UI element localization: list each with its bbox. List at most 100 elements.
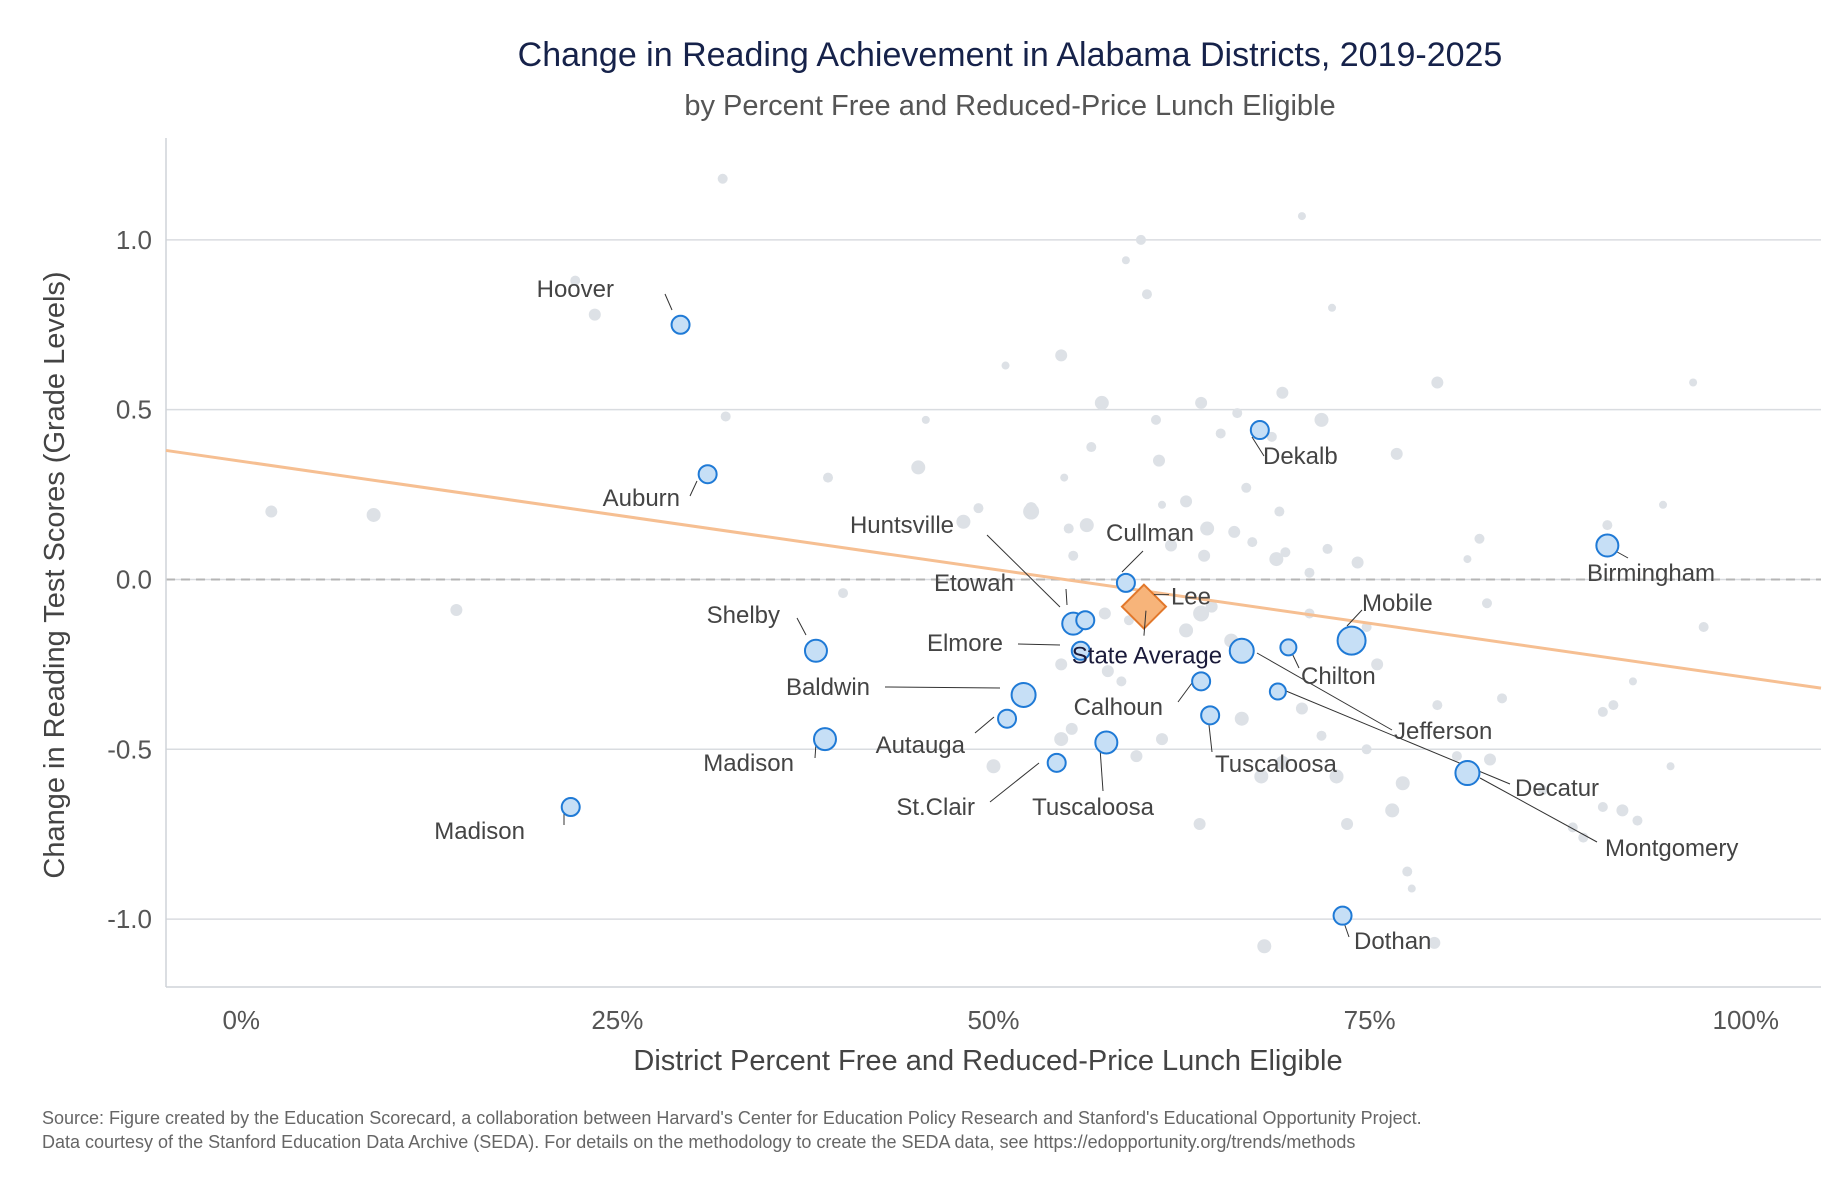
highlighted-point [1454, 760, 1481, 787]
highlighted-point [803, 638, 828, 663]
background-point [1432, 700, 1443, 711]
leader-line [664, 293, 673, 311]
background-point [1304, 567, 1315, 578]
leader-line [1121, 550, 1144, 573]
background-point [1578, 832, 1589, 843]
district-label: Mobile [1362, 590, 1433, 617]
background-point [366, 507, 381, 522]
x-tick-labels: 0% 25% 50% 75% 100% [222, 1005, 1779, 1035]
background-point [1180, 495, 1193, 508]
background-point [1385, 803, 1400, 818]
leader-line [1251, 436, 1265, 457]
background-point [720, 411, 731, 422]
highlighted-point [1228, 637, 1255, 664]
background-point [1616, 804, 1629, 817]
y-tick-label: 0.5 [116, 395, 152, 425]
highlighted-point [1249, 420, 1270, 441]
background-point [1065, 722, 1078, 735]
background-point [1150, 414, 1161, 425]
background-point [1632, 815, 1643, 826]
background-point [1130, 750, 1143, 763]
background-point [1269, 552, 1284, 567]
district-label: Tuscaloosa [1032, 794, 1154, 821]
district-label: Birmingham [1587, 560, 1715, 587]
leader-line [884, 686, 1001, 689]
background-point [1179, 623, 1194, 638]
chart-title: Change in Reading Achievement in Alabama… [518, 36, 1503, 74]
y-tick-labels: 1.0 0.5 0.0 -0.5 -1.0 [107, 225, 152, 934]
leader-line [1065, 588, 1068, 606]
background-point [1094, 395, 1109, 410]
background-point [1200, 521, 1215, 536]
background-point [1153, 454, 1165, 467]
state-average: State Average Lee [1072, 583, 1222, 670]
background-point [1431, 376, 1444, 389]
background-point [1328, 303, 1337, 312]
district-label: Etowah [934, 570, 1014, 597]
background-point [1297, 212, 1306, 221]
background-point [1116, 676, 1127, 687]
highlighted-point [1332, 905, 1353, 926]
highlighted-point [1336, 625, 1367, 656]
background-point [1497, 693, 1508, 704]
background-point [1254, 769, 1269, 784]
leader-line [974, 716, 995, 734]
background-point [1537, 785, 1548, 796]
leader-line [1256, 652, 1393, 731]
highlighted-point [1268, 682, 1287, 701]
background-point [1351, 556, 1364, 569]
background-point [1666, 762, 1675, 771]
grid-lines [166, 239, 1821, 920]
background-point [1086, 442, 1097, 453]
background-point [1276, 386, 1289, 399]
highlighted-point [1010, 681, 1037, 708]
background-point [1266, 431, 1277, 442]
x-tick-label: 100% [1713, 1005, 1780, 1035]
y-tick-label: -1.0 [107, 904, 152, 934]
background-point [1474, 533, 1485, 544]
background-point [1156, 733, 1169, 746]
district-label: Madison [703, 750, 794, 777]
background-point [1484, 753, 1496, 766]
background-point [1241, 482, 1252, 493]
leader-line [689, 480, 698, 497]
background-point [588, 308, 601, 321]
background-point [1068, 550, 1079, 561]
highlighted-point [1094, 730, 1119, 755]
background-point [838, 588, 849, 599]
background-point [1247, 537, 1258, 548]
x-tick-label: 75% [1344, 1005, 1396, 1035]
district-label: Decatur [1515, 775, 1599, 802]
background-point [1193, 817, 1206, 830]
background-point [570, 275, 581, 286]
x-tick-label: 25% [591, 1005, 643, 1035]
district-label: Baldwin [786, 674, 870, 701]
district-label: Dekalb [1263, 443, 1338, 470]
background-point [973, 503, 984, 514]
highlighted-point [697, 464, 718, 485]
background-point [1195, 396, 1208, 409]
source-line-2: Data courtesy of the Stanford Education … [42, 1132, 1355, 1152]
background-point [956, 514, 971, 529]
background-point [1079, 518, 1094, 533]
background-point [1463, 555, 1472, 564]
y-tick-label: -0.5 [107, 734, 152, 764]
district-label: Autauga [876, 732, 966, 759]
district-label: Lee [1171, 584, 1211, 611]
highlighted-point [1115, 572, 1136, 593]
background-point [1698, 622, 1709, 633]
background-point [1023, 503, 1040, 520]
background-point [823, 472, 833, 483]
background-point [1232, 408, 1243, 419]
highlighted-point [997, 708, 1018, 729]
leader-line [1346, 609, 1363, 627]
background-point [1234, 711, 1249, 726]
background-point [1371, 658, 1384, 671]
district-label: St.Clair [896, 794, 975, 821]
y-tick-label: 1.0 [116, 225, 152, 255]
background-point [1402, 866, 1413, 877]
background-point [265, 505, 278, 518]
y-axis-title: Change in Reading Test Scores (Grade Lev… [39, 271, 71, 878]
district-label: Elmore [927, 630, 1003, 657]
leader-line [1479, 777, 1598, 843]
